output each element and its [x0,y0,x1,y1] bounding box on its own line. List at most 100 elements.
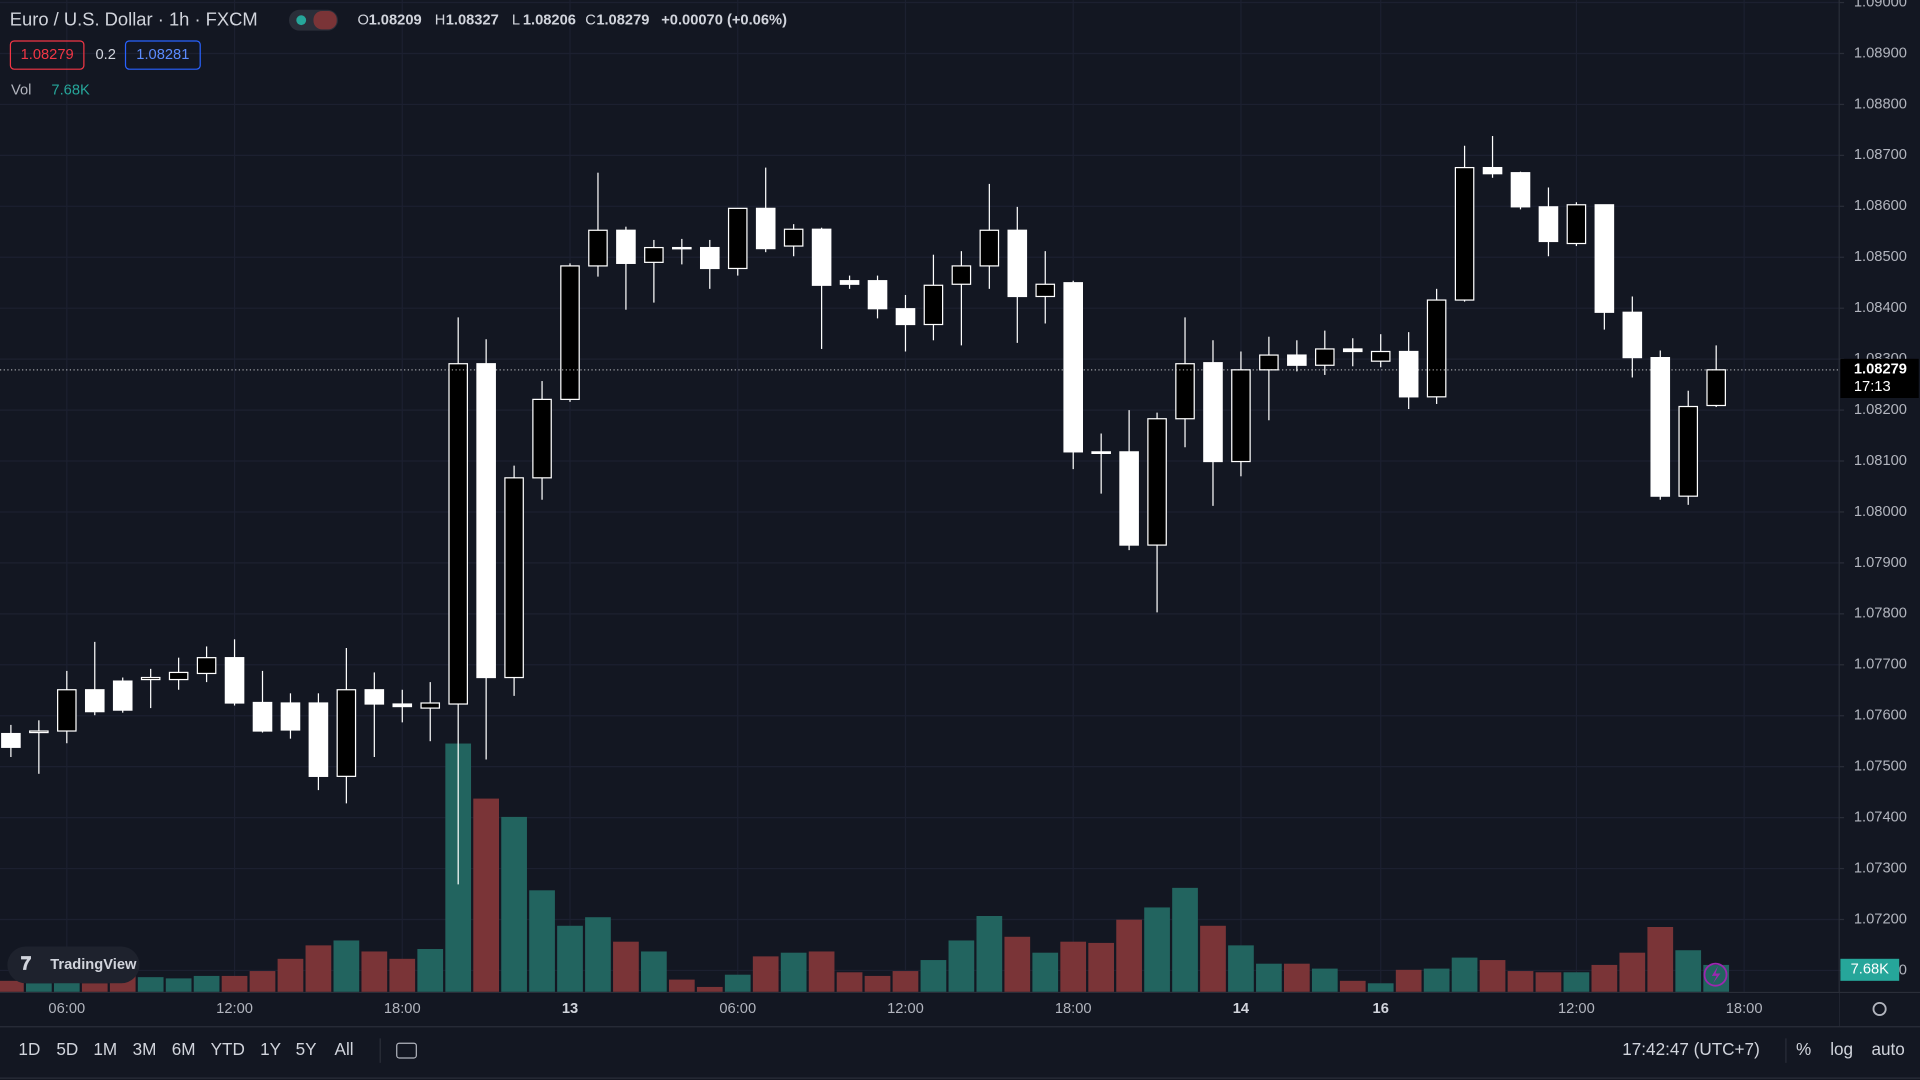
compare-icon[interactable] [396,1042,417,1059]
volume-bar [1507,971,1534,992]
candle-body [867,280,888,310]
candles [0,136,1840,885]
scale-button[interactable]: % [1796,1039,1811,1059]
bid-price[interactable]: 1.08279 [21,47,74,63]
volume-bar [137,977,164,992]
volume-bar [557,925,583,992]
y-tick-label: 1.08600 [1854,198,1907,214]
candle-body [504,477,524,679]
logo-badge[interactable] [7,946,140,984]
alert-icon[interactable] [1703,962,1728,987]
range-button[interactable]: All [335,1039,354,1059]
candle-body [783,228,804,247]
x-tick-label: 06:00 [48,1001,85,1017]
ask-price[interactable]: 1.08281 [136,47,189,63]
volume-bar [696,986,723,992]
candle-body [1622,311,1643,359]
candle-body [420,702,441,709]
volume-bar [26,983,52,992]
candle-body [112,680,133,711]
volume-bar [1200,925,1226,992]
range-button[interactable]: 5Y [296,1039,318,1059]
x-tick-label: 16 [1373,1001,1389,1017]
ohlc-value: 1.08279 [596,13,649,29]
volume-bar [1479,960,1506,992]
candle-body [1007,229,1028,298]
candle-body [476,363,496,679]
y-tick-label: 1.08900 [1854,45,1907,61]
candle-body [811,228,832,286]
x-tick-label: 12:00 [216,1001,253,1017]
candle-body [1063,282,1084,453]
range-button[interactable]: 3M [133,1039,157,1059]
volume-bar [948,940,975,992]
volume-bar [389,958,416,992]
ohlc-letter: C [585,13,596,29]
volume-bar [1283,963,1310,992]
volume-bar [501,816,527,992]
candle-body [755,207,776,250]
y-tick-label: 1.07300 [1854,860,1907,876]
x-tick-label: 18:00 [1726,1001,1763,1017]
range-button[interactable]: YTD [211,1039,245,1059]
candle-body [1091,451,1111,454]
logo-text[interactable]: TradingView [50,957,137,973]
symbol-title[interactable]: Euro / U.S. Dollar · 1h · FXCM [10,9,258,30]
volume-bar [1060,941,1087,992]
price-countdown: 17:13 [1854,379,1891,395]
range-button[interactable]: 1M [93,1039,117,1059]
clock[interactable]: 17:42:47 (UTC+7) [1622,1039,1760,1059]
volume-bar [892,971,919,992]
range-button[interactable]: 6M [172,1039,196,1059]
volume-bar [1004,936,1031,992]
volume-bar [1367,983,1394,992]
candle-body [1035,283,1056,298]
volume-bar [165,978,192,992]
x-tick-label: 18:00 [384,1001,421,1017]
candle-body [532,398,552,479]
volume-bar [1339,980,1366,992]
y-tick-label: 1.08800 [1854,96,1907,112]
price-axis-bg [1839,0,1920,1027]
scale-button[interactable]: log [1830,1039,1853,1059]
scale-button[interactable]: auto [1871,1039,1904,1059]
candle-body [336,689,357,777]
volume-bar [1563,972,1590,992]
candle-body [252,701,273,732]
volume-bar [361,951,388,992]
bid-box[interactable] [9,40,85,70]
candle-body [979,229,1000,267]
candle-body [57,689,77,732]
volume-bar [305,945,332,992]
y-tick-label: 1.08500 [1854,249,1907,265]
status-flag [313,11,337,30]
candle-body [588,229,608,267]
range-button[interactable]: 1Y [260,1039,282,1059]
volume-bar [1591,964,1618,992]
settings-icon[interactable] [1872,1001,1887,1017]
volume-bar [864,975,891,992]
volume-bar [752,956,779,992]
candle-body [364,689,385,705]
y-tick-label: 1.07600 [1854,708,1907,724]
axes: 1.071001.072001.073001.074001.075001.076… [0,0,1920,1027]
price-badge [1840,358,1919,399]
volume-bar [277,958,304,992]
y-tick-label: 1.07400 [1854,809,1907,825]
ask-box[interactable] [124,40,201,70]
candle-body [1,732,21,748]
range-button[interactable]: 5D [56,1039,78,1059]
range-button[interactable]: 1D [18,1039,40,1059]
volume-title: Vol [11,82,31,98]
candle-body [224,657,245,704]
status-dot [296,15,307,26]
x-tick-label: 12:00 [887,1001,924,1017]
x-tick-label: 06:00 [719,1001,756,1017]
candle-body [308,702,329,777]
candle-body [1398,350,1419,398]
candle-body [1315,348,1335,366]
